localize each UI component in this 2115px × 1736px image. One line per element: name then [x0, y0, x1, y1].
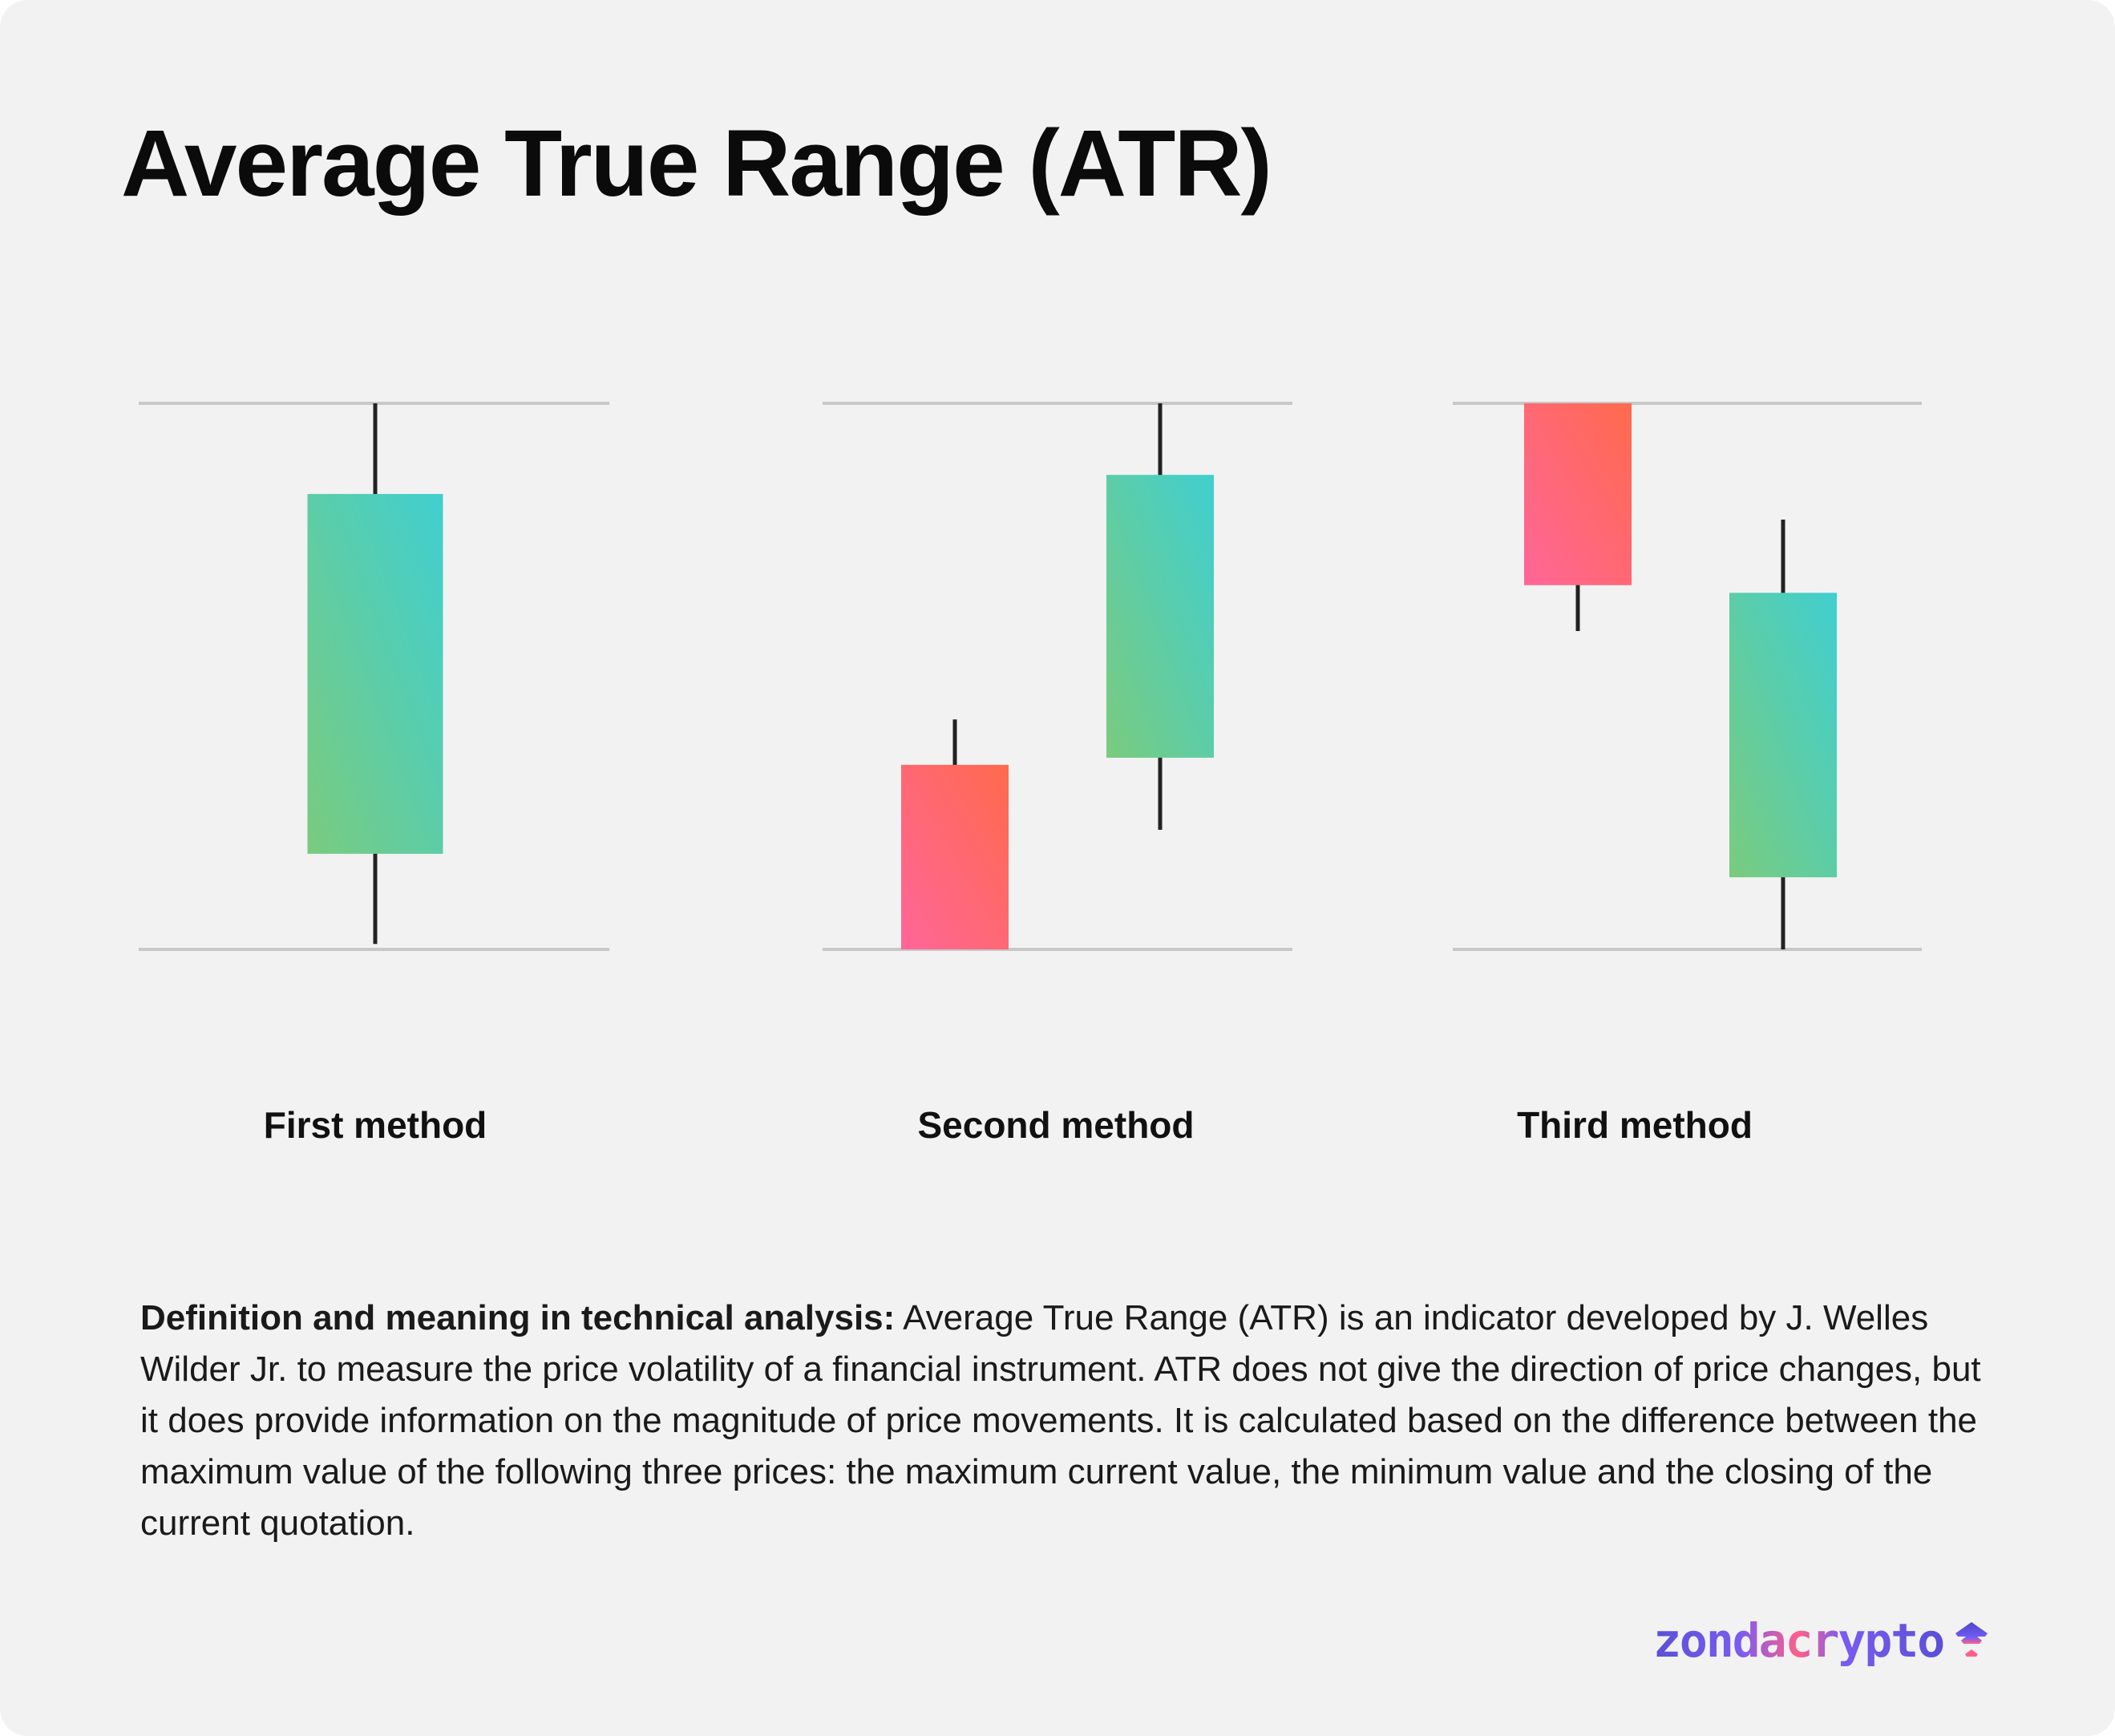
panel-label-second: Second method	[917, 1104, 1195, 1146]
brand-logo: zondacrypto	[1653, 1613, 1990, 1668]
candlestick-diagram	[139, 402, 1922, 951]
logo-icon	[1955, 1622, 1988, 1657]
bearish-candle-body	[901, 764, 1009, 949]
page-title: Average True Range (ATR)	[121, 111, 1272, 216]
bullish-candle-body	[1729, 593, 1837, 878]
panel-label-third: Third method	[1517, 1104, 1753, 1146]
logo-wordmark: zondacrypto	[1653, 1613, 1945, 1668]
bullish-candle-body	[1106, 475, 1214, 758]
definition-body: Average True Range (ATR) is an indicator…	[140, 1298, 1981, 1543]
bullish-candle-body	[307, 494, 443, 854]
definition-paragraph: Definition and meaning in technical anal…	[140, 1293, 1984, 1549]
panel-label-first: First method	[263, 1104, 487, 1146]
definition-lead: Definition and meaning in technical anal…	[140, 1298, 896, 1337]
bearish-candle-body	[1524, 403, 1632, 585]
